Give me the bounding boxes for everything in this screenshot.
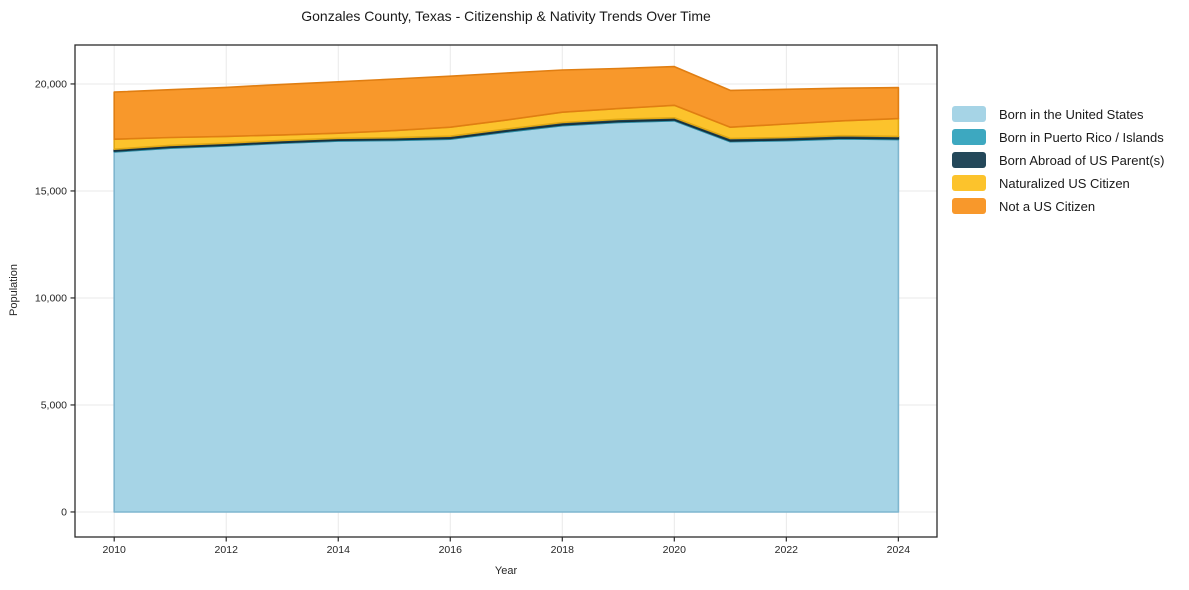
legend-item: Born in the United States <box>952 106 1164 122</box>
x-tick-label: 2014 <box>327 544 351 556</box>
legend-swatch-1 <box>952 129 986 145</box>
legend: Born in the United States Born in Puerto … <box>952 106 1164 214</box>
y-tick-label: 0 <box>61 506 67 518</box>
x-tick-label: 2016 <box>439 544 463 556</box>
legend-label: Born in Puerto Rico / Islands <box>999 129 1164 145</box>
area-series-0 <box>113 120 900 513</box>
legend-swatch-2 <box>952 152 986 168</box>
x-tick-label: 2022 <box>775 544 799 556</box>
legend-item: Born Abroad of US Parent(s) <box>952 152 1164 168</box>
legend-label: Born in the United States <box>999 106 1144 122</box>
y-tick-label: 15,000 <box>35 185 67 197</box>
legend-item: Not a US Citizen <box>952 198 1164 214</box>
x-tick-label: 2010 <box>103 544 127 556</box>
x-tick-label: 2018 <box>551 544 575 556</box>
legend-item: Born in Puerto Rico / Islands <box>952 129 1164 145</box>
y-tick-label: 20,000 <box>35 78 67 90</box>
x-tick-label: 2020 <box>663 544 687 556</box>
legend-item: Naturalized US Citizen <box>952 175 1164 191</box>
area-series-4 <box>113 65 900 140</box>
x-tick-label: 2024 <box>887 544 911 556</box>
x-tick-label: 2012 <box>215 544 239 556</box>
y-axis-label: Population <box>8 264 20 316</box>
y-tick-label: 10,000 <box>35 292 67 304</box>
legend-swatch-0 <box>952 106 986 122</box>
axes-frame <box>74 44 938 538</box>
chart-title: Gonzales County, Texas - Citizenship & N… <box>301 8 711 24</box>
y-tick-label: 5,000 <box>41 399 67 411</box>
x-axis-label: Year <box>494 565 518 577</box>
legend-swatch-4 <box>952 198 986 214</box>
legend-swatch-3 <box>952 175 986 191</box>
legend-label: Naturalized US Citizen <box>999 175 1130 191</box>
legend-label: Not a US Citizen <box>999 198 1096 214</box>
legend-label: Born Abroad of US Parent(s) <box>999 152 1165 168</box>
